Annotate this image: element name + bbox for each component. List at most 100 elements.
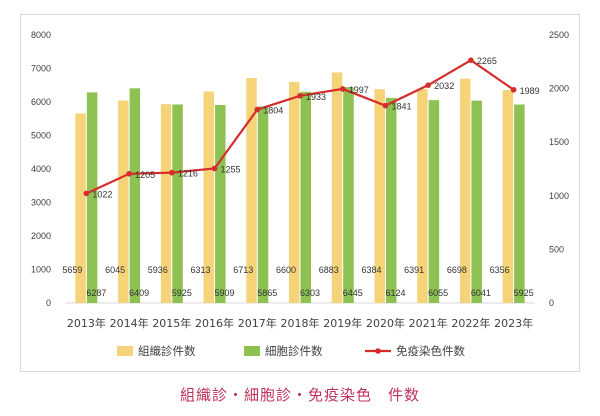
x-axis-tick: 2017年 bbox=[238, 316, 277, 330]
point-meneki bbox=[83, 190, 90, 197]
x-axis-tick: 2013年 bbox=[67, 316, 106, 330]
data-label-meneki: 1997 bbox=[349, 85, 369, 95]
right-axis-tick: 0 bbox=[549, 298, 554, 308]
left-axis-tick: 1000 bbox=[31, 265, 51, 275]
data-label-soshiki: 6883 bbox=[319, 265, 339, 275]
data-label-meneki: 1205 bbox=[135, 170, 155, 180]
point-meneki bbox=[510, 86, 517, 93]
data-label-saibo: 6409 bbox=[129, 288, 149, 298]
chart-frame: 0 1000 2000 3000 4000 5000 6000 7000 8000 0 500 100… bbox=[20, 14, 580, 372]
right-axis-tick: 1500 bbox=[549, 137, 569, 147]
figure-caption: 組織診・細胞診・免疫染色 件数 bbox=[179, 386, 420, 404]
point-meneki bbox=[425, 82, 431, 88]
bar-saibo bbox=[343, 87, 354, 303]
data-label-soshiki: 5936 bbox=[148, 265, 168, 275]
point-meneki bbox=[254, 106, 261, 113]
bar-soshiki bbox=[75, 113, 86, 304]
data-label-soshiki: 6698 bbox=[447, 265, 467, 275]
bar-saibo bbox=[257, 106, 269, 304]
x-axis-tick: 2020年 bbox=[366, 316, 405, 330]
data-label-soshiki: 5659 bbox=[62, 265, 82, 275]
x-axis-tick: 2019年 bbox=[323, 316, 362, 330]
bar-saibo bbox=[471, 100, 482, 304]
x-axis-tick: 2023年 bbox=[494, 316, 533, 330]
bar-saibo bbox=[86, 92, 98, 303]
x-axis-tick: 2022年 bbox=[451, 316, 490, 330]
data-label-soshiki: 6356 bbox=[490, 265, 510, 275]
point-meneki bbox=[382, 102, 389, 109]
left-axis-tick: 6000 bbox=[31, 97, 51, 107]
x-axis-tick: 2018年 bbox=[281, 316, 320, 330]
legend-label-saibo: 細胞診件数 bbox=[265, 344, 323, 358]
data-label-saibo: 5909 bbox=[215, 288, 235, 298]
right-axis-tick: 2500 bbox=[549, 30, 569, 40]
left-axis-tick: 8000 bbox=[31, 30, 51, 40]
data-label-saibo: 6287 bbox=[86, 288, 106, 298]
right-axis-tick: 500 bbox=[549, 244, 564, 254]
bar-soshiki bbox=[502, 90, 514, 303]
x-axis-tick: 2015年 bbox=[152, 316, 191, 330]
point-meneki bbox=[297, 92, 303, 99]
data-label-soshiki: 6313 bbox=[191, 265, 211, 275]
data-label-saibo: 5865 bbox=[257, 288, 277, 298]
data-label-saibo: 5925 bbox=[172, 288, 192, 298]
data-label-soshiki: 6391 bbox=[404, 265, 424, 275]
bar-saibo bbox=[172, 104, 183, 303]
data-label-soshiki: 6600 bbox=[276, 265, 296, 275]
legend-marker-meneki bbox=[375, 348, 381, 354]
bar-soshiki bbox=[203, 91, 215, 304]
data-label-meneki: 1216 bbox=[178, 169, 198, 179]
bar-soshiki bbox=[374, 89, 385, 303]
chart-svg: 0 1000 2000 3000 4000 5000 6000 7000 8000 0 500 100… bbox=[31, 30, 569, 358]
left-axis-tick: 2000 bbox=[31, 231, 51, 241]
left-axis-tick: 4000 bbox=[31, 164, 51, 174]
bar-soshiki bbox=[331, 72, 343, 303]
data-label-saibo: 6303 bbox=[300, 288, 320, 298]
bar-soshiki bbox=[160, 104, 172, 303]
point-meneki bbox=[468, 57, 474, 63]
bar-saibo bbox=[385, 97, 397, 303]
x-axis-tick: 2016年 bbox=[195, 316, 234, 330]
bar-saibo bbox=[300, 91, 311, 303]
legend-label-meneki: 免疫染色件数 bbox=[396, 344, 465, 358]
point-meneki bbox=[339, 86, 346, 92]
bar-soshiki bbox=[289, 81, 300, 304]
data-label-meneki: 1255 bbox=[221, 164, 241, 174]
data-label-saibo: 5925 bbox=[514, 288, 534, 298]
data-label-meneki: 1989 bbox=[520, 86, 540, 96]
left-axis-tick: 3000 bbox=[31, 198, 51, 208]
bar-saibo bbox=[514, 104, 525, 303]
left-axis-tick: 7000 bbox=[31, 64, 51, 74]
x-axis-tick: 2021年 bbox=[409, 316, 448, 330]
data-label-meneki: 2032 bbox=[434, 81, 454, 91]
data-label-soshiki: 6045 bbox=[105, 265, 125, 275]
left-axis-tick: 0 bbox=[46, 298, 51, 308]
bar-soshiki bbox=[417, 88, 428, 304]
data-label-saibo: 6041 bbox=[471, 288, 491, 298]
data-label-meneki: 1804 bbox=[263, 106, 283, 116]
legend-swatch-saibo bbox=[244, 346, 260, 356]
bar-soshiki bbox=[118, 100, 129, 304]
data-label-soshiki: 6713 bbox=[233, 265, 253, 275]
left-axis-tick: 5000 bbox=[31, 131, 51, 141]
point-meneki bbox=[126, 171, 132, 177]
data-label-saibo: 6445 bbox=[343, 288, 363, 298]
point-meneki bbox=[211, 165, 218, 172]
bar-saibo bbox=[215, 105, 226, 304]
bar-soshiki bbox=[459, 78, 471, 303]
data-label-saibo: 6055 bbox=[428, 288, 448, 298]
data-label-meneki: 1022 bbox=[92, 189, 112, 199]
legend-swatch-soshiki bbox=[117, 346, 133, 356]
data-label-meneki: 1933 bbox=[306, 92, 326, 102]
bar-saibo bbox=[428, 100, 440, 303]
data-label-meneki: 1841 bbox=[391, 102, 411, 112]
data-label-meneki: 2265 bbox=[477, 56, 497, 66]
point-meneki bbox=[169, 169, 175, 176]
x-axis-tick: 2014年 bbox=[110, 316, 149, 330]
right-axis-tick: 1000 bbox=[549, 191, 569, 201]
data-label-soshiki: 6384 bbox=[361, 265, 381, 275]
legend-label-soshiki: 組織診件数 bbox=[138, 344, 196, 358]
bar-soshiki bbox=[246, 78, 257, 303]
data-label-saibo: 6124 bbox=[385, 288, 405, 298]
bar-saibo bbox=[129, 88, 141, 304]
